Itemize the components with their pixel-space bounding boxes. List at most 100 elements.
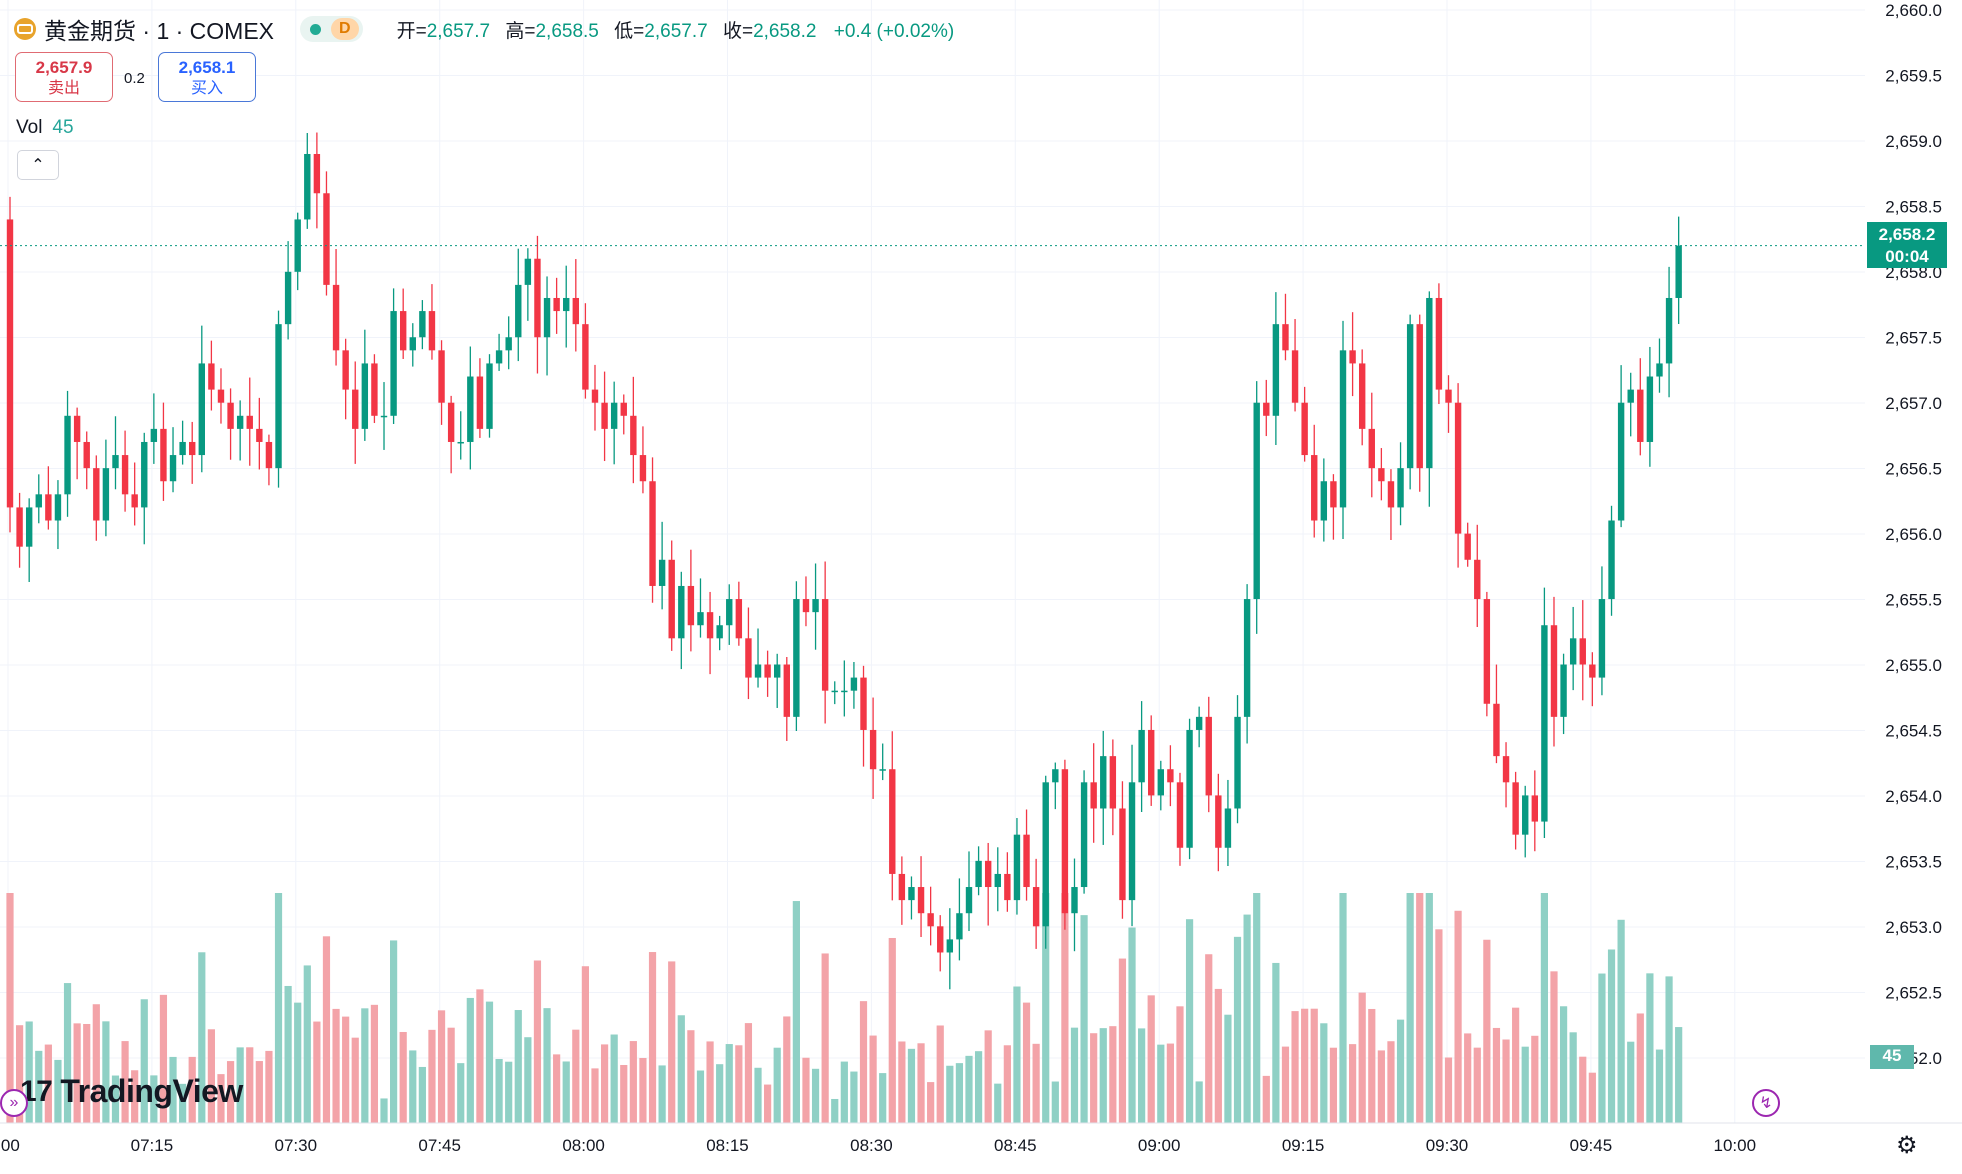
volume-legend[interactable]: Vol 45 — [16, 117, 74, 139]
candle — [975, 846, 982, 896]
volume-bar — [687, 1030, 695, 1123]
market-status-pill[interactable]: D — [300, 16, 363, 42]
volume-bar — [15, 1025, 24, 1123]
price-tick-label: 2,654.5 — [1885, 722, 1942, 741]
candle — [515, 248, 522, 362]
volume-bar — [1569, 1032, 1577, 1123]
candle — [160, 402, 167, 501]
candle — [313, 132, 321, 229]
candle — [1646, 346, 1654, 467]
candle — [774, 653, 781, 708]
volume-bar — [802, 1057, 810, 1123]
time-tick-label: 07:30 — [275, 1136, 318, 1155]
time-tick-label: 09:45 — [1570, 1136, 1613, 1155]
candle — [1675, 216, 1682, 324]
volume-bar — [994, 1083, 1002, 1123]
candle — [409, 323, 416, 367]
candle — [1637, 358, 1644, 456]
volume-bar — [159, 994, 168, 1123]
candle — [284, 241, 292, 340]
candle — [1483, 591, 1491, 717]
replay-icon[interactable]: » — [0, 1089, 28, 1117]
candle — [1368, 392, 1375, 498]
volume-bar — [313, 1021, 321, 1123]
candle — [1186, 718, 1193, 860]
candle — [1263, 379, 1270, 437]
price-tick-label: 2,656.0 — [1885, 525, 1942, 544]
candle — [1358, 349, 1366, 446]
candle — [1426, 291, 1433, 507]
volume-bar — [1377, 1050, 1385, 1123]
volume-bar — [1205, 954, 1213, 1123]
tradingview-logo[interactable]: 17 TradingView — [20, 1073, 243, 1110]
candle — [467, 346, 474, 470]
buy-button[interactable]: 2,658.1 买入 — [158, 52, 256, 102]
candle — [1004, 852, 1011, 912]
candle — [390, 288, 397, 425]
volume-bar — [428, 1029, 436, 1123]
candle — [889, 731, 896, 901]
volume-bar — [764, 1084, 772, 1123]
gear-icon[interactable]: ⚙ — [1896, 1132, 1918, 1159]
volume-bar — [390, 940, 398, 1123]
volume-bar — [1195, 1081, 1203, 1123]
volume-bar — [437, 1010, 446, 1123]
candle — [754, 628, 762, 688]
volume-bar — [1128, 927, 1136, 1123]
volume-bar — [1339, 893, 1347, 1123]
close-label: 收= — [722, 20, 754, 42]
volume-label: Vol — [16, 117, 43, 138]
candle — [1071, 858, 1078, 952]
candle — [1032, 858, 1040, 949]
sell-button[interactable]: 2,657.9 卖出 — [15, 52, 113, 102]
ohlc-legend: 开=2,657.7 高=2,658.5 低=2,657.7 收=2,658.2 … — [387, 16, 955, 43]
volume-bar — [581, 966, 589, 1123]
candle — [869, 697, 877, 799]
volume-bar — [1070, 1027, 1079, 1123]
collapse-legend-button[interactable]: ⌃ — [17, 150, 59, 180]
volume-bar — [1032, 1043, 1040, 1123]
volume-bar — [1502, 1039, 1510, 1123]
volume-bar — [207, 1029, 215, 1123]
volume-bar — [629, 1041, 637, 1123]
volume-bar — [505, 1061, 513, 1123]
volume-bar — [485, 1001, 494, 1123]
candle — [399, 288, 407, 359]
volume-bar — [1291, 1011, 1299, 1123]
candle — [1013, 818, 1021, 915]
candle — [265, 434, 273, 486]
candle — [93, 455, 100, 541]
candle — [371, 354, 378, 424]
volume-bar — [620, 1064, 628, 1123]
candle — [917, 856, 925, 938]
candle — [658, 521, 666, 610]
volume-bar — [1042, 893, 1050, 1123]
volume-bar — [1512, 1007, 1520, 1123]
volume-bar — [1176, 1006, 1184, 1123]
volume-value: 45 — [52, 117, 74, 138]
candle — [812, 563, 819, 650]
candle — [380, 382, 388, 450]
candle — [1579, 600, 1586, 701]
volume-bar — [447, 1027, 455, 1123]
volume-bar — [572, 1029, 580, 1123]
volume-bar — [898, 1041, 906, 1123]
volume-bar — [1473, 1047, 1481, 1123]
volume-bar — [294, 1002, 302, 1123]
volume-bar — [1099, 1028, 1107, 1123]
candle — [1522, 785, 1529, 858]
price-tick-label: 2,659.0 — [1885, 132, 1942, 151]
candle — [275, 310, 282, 488]
candle — [1052, 762, 1059, 810]
time-tick-label: 09:30 — [1426, 1136, 1469, 1155]
candle — [1090, 743, 1097, 843]
volume-bar — [1588, 1072, 1596, 1123]
volume-bar — [869, 1035, 877, 1123]
volume-bar — [668, 961, 676, 1123]
lightning-icon[interactable]: ↯ — [1752, 1089, 1780, 1117]
volume-bar — [1617, 919, 1625, 1123]
price-tick-label: 2,653.5 — [1885, 853, 1942, 872]
symbol-title[interactable]: 黄金期货 · 1 · COMEX — [44, 18, 275, 44]
candle — [208, 340, 215, 411]
